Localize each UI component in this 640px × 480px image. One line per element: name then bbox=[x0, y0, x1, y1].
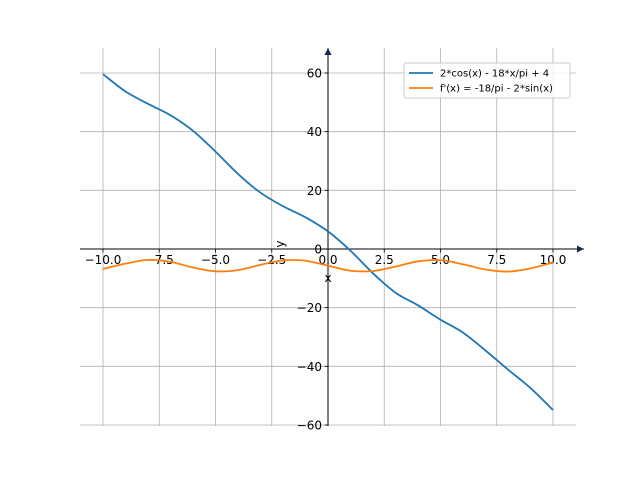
y-tick-label: 0 bbox=[314, 243, 322, 257]
y-tick-label: 20 bbox=[307, 184, 322, 198]
y-tick-label: −20 bbox=[297, 301, 322, 315]
series-lines bbox=[102, 73, 554, 411]
legend-label-1: 2*cos(x) - 18*x/pi + 4 bbox=[440, 69, 549, 80]
x-axis-label: x bbox=[324, 271, 331, 285]
legend: 2*cos(x) - 18*x/pi + 4 f'(x) = -18/pi - 2… bbox=[403, 62, 571, 99]
y-tick-label: 60 bbox=[307, 67, 322, 81]
y-tick-label: −40 bbox=[297, 360, 322, 374]
x-axis-arrow bbox=[577, 245, 584, 253]
x-tick-label: −10.0 bbox=[85, 253, 122, 267]
y-axis-label: y bbox=[273, 240, 287, 247]
x-tick-label: 0.0 bbox=[318, 253, 337, 267]
y-tick-label: −60 bbox=[297, 419, 322, 433]
y-axis-arrow bbox=[324, 48, 332, 55]
x-tick-label: −5.0 bbox=[201, 253, 230, 267]
legend-box bbox=[403, 62, 571, 99]
axes bbox=[80, 48, 584, 426]
series-line-2 bbox=[102, 258, 554, 273]
y-tick-label: 40 bbox=[307, 125, 322, 139]
x-tick-label: 7.5 bbox=[487, 253, 506, 267]
x-tick-label: 2.5 bbox=[375, 253, 394, 267]
legend-label-2: f'(x) = -18/pi - 2*sin(x) bbox=[440, 84, 553, 95]
series-line-1 bbox=[102, 73, 554, 411]
